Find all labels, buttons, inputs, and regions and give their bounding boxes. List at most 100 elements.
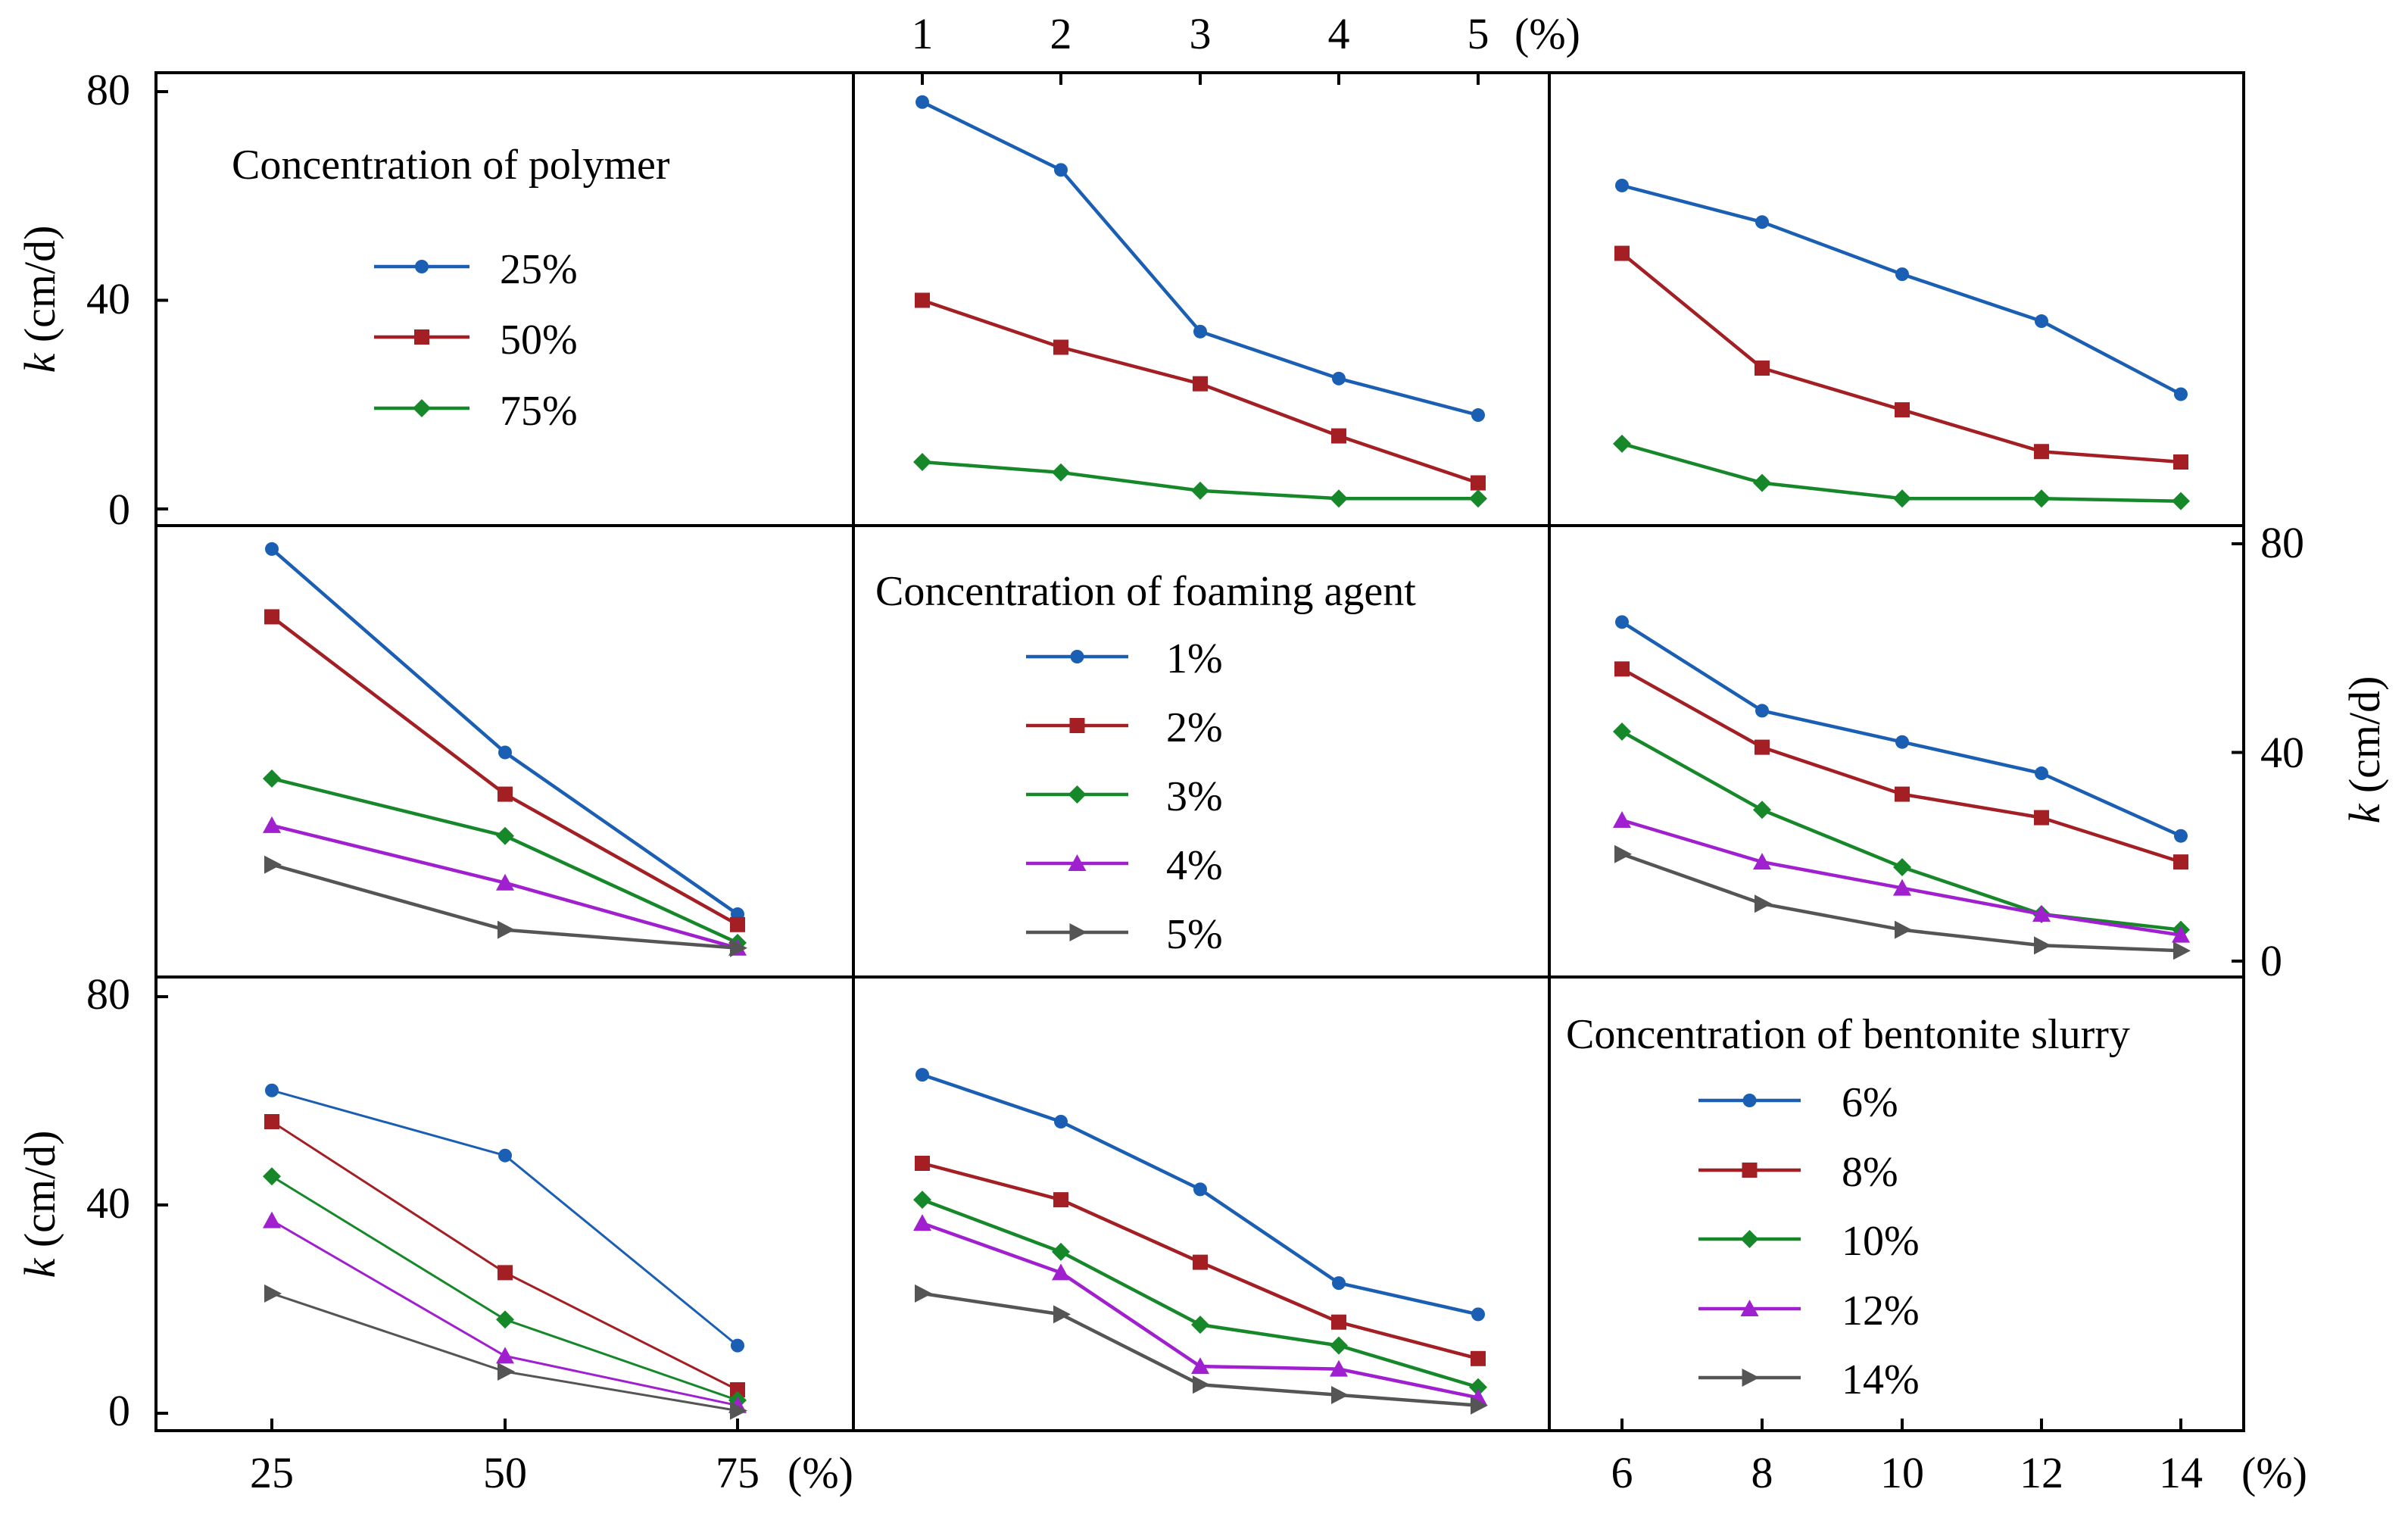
svg-text:k (cm/d): k (cm/d): [2340, 676, 2389, 824]
data-point: [1895, 735, 1909, 749]
x-unit-label-bottom-right: (%): [2241, 1448, 2307, 1497]
y-axis-label-top: k (cm/d): [15, 226, 64, 373]
legend-marker: [1740, 1300, 1759, 1316]
data-point: [2034, 810, 2049, 826]
legend-marker: [1068, 854, 1087, 871]
series-2%: [1614, 661, 2188, 870]
data-point: [498, 1265, 513, 1281]
data-point: [1054, 163, 1068, 177]
data-point: [1895, 786, 1910, 802]
data-point: [1613, 434, 1631, 453]
legend-marker: [413, 399, 431, 417]
data-point: [1191, 1316, 1209, 1334]
data-point: [1471, 1396, 1488, 1415]
data-point: [730, 916, 745, 932]
data-point: [265, 542, 279, 556]
legend-label: 8%: [1842, 1149, 1898, 1196]
data-point: [1471, 475, 1486, 491]
data-point: [913, 1214, 931, 1231]
legend-label: 1%: [1166, 635, 1223, 682]
data-point: [915, 1156, 930, 1171]
data-point: [1191, 481, 1209, 500]
axis-ticks: [156, 73, 2244, 1431]
data-point: [1753, 473, 1771, 492]
y-tick-label: 40: [86, 1178, 130, 1228]
data-point: [1753, 801, 1771, 819]
series-6%: [265, 1083, 744, 1353]
series-8%: [264, 1114, 745, 1398]
data-point: [264, 609, 279, 625]
series-line: [922, 100, 1479, 417]
y-tick-label: 80: [86, 65, 130, 114]
data-point: [263, 1167, 281, 1186]
data-point: [498, 920, 515, 939]
data-point: [2173, 941, 2191, 960]
legend-swatch: [1698, 1300, 1801, 1316]
data-point: [2034, 936, 2051, 955]
data-point: [1469, 489, 1487, 508]
legend-marker: [1068, 785, 1087, 804]
legend-swatch: [1698, 1369, 1801, 1387]
series-1%: [265, 542, 744, 922]
legend-label: 75%: [500, 388, 578, 435]
y-tick-label: 0: [108, 1386, 130, 1435]
series-12%: [913, 1214, 1487, 1406]
data-point: [1054, 1115, 1068, 1128]
legend-title-bentonite: Concentration of bentonite slurry: [1566, 1011, 2130, 1058]
series-2%: [264, 609, 745, 932]
y-axis-label-bottom: k (cm/d): [15, 1131, 64, 1278]
legend-marker: [1069, 923, 1087, 941]
data-point: [1614, 661, 1630, 677]
series-5%: [264, 855, 747, 957]
x-tick-label: 3: [1190, 9, 1212, 58]
data-point: [1330, 1359, 1348, 1377]
data-point: [915, 1284, 932, 1303]
series-3%: [263, 769, 747, 952]
data-point: [1613, 722, 1631, 741]
data-point: [496, 873, 514, 891]
data-point: [1613, 811, 1631, 829]
legend-label: 25%: [500, 246, 578, 293]
series-5%: [1614, 844, 2191, 960]
series-75%: [913, 453, 1487, 508]
x-tick-label: 12: [2020, 1448, 2063, 1497]
data-point: [1193, 1182, 1207, 1197]
ylabel-k: k: [15, 1257, 64, 1278]
data-point: [1052, 1263, 1070, 1281]
legend-swatch: [1698, 1163, 1801, 1178]
y-tick-label: 0: [2260, 936, 2282, 985]
data-point: [731, 1338, 744, 1353]
series-8%: [915, 1156, 1486, 1366]
data-point: [1193, 376, 1208, 392]
data-point: [1755, 704, 1769, 718]
data-point: [1471, 1350, 1486, 1366]
data-point: [263, 769, 281, 788]
data-point: [1332, 371, 1346, 385]
panel-foaming_vs_polymer: [913, 95, 1487, 508]
data-point: [2174, 387, 2188, 401]
data-point: [1614, 844, 1632, 863]
ylabel-unit: (cm/d): [2340, 676, 2389, 804]
panel-foaming_vs_bentonite: [913, 1068, 1488, 1415]
legend-swatches: [374, 260, 1801, 1387]
legend-swatch: [1698, 1230, 1801, 1248]
data-point: [1471, 408, 1485, 423]
series-25%: [1615, 178, 2188, 401]
data-point: [496, 1347, 514, 1364]
series-1%: [1615, 615, 2188, 843]
series-layer: [263, 95, 2191, 1420]
legend-swatch: [1698, 1094, 1801, 1107]
data-point: [2173, 454, 2188, 470]
legend-marker: [1742, 1094, 1757, 1107]
data-point: [1755, 739, 1770, 755]
x-tick-label: 75: [716, 1448, 760, 1497]
x-tick-label: 4: [1328, 9, 1350, 58]
ylabel-unit: (cm/d): [15, 1131, 64, 1259]
series-line: [1621, 183, 2182, 396]
series-line: [271, 776, 738, 944]
y-tick-label: 0: [108, 485, 130, 534]
legend-foaming: [1026, 650, 1128, 941]
legend-label: 3%: [1166, 773, 1223, 820]
data-point: [2034, 444, 2049, 460]
